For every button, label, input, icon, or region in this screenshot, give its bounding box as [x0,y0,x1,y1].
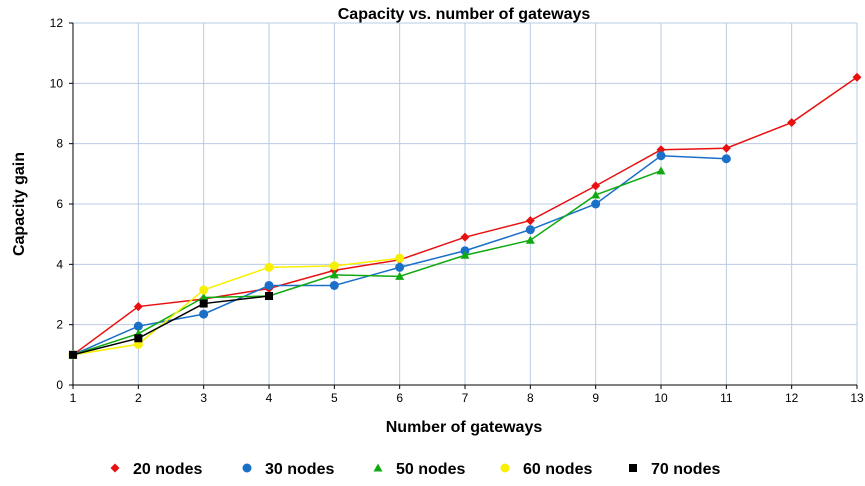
x-axis-ticks: 1 2 3 4 5 6 7 8 9 10 11 12 13 [70,385,864,405]
data-point [265,292,273,301]
data-point [329,261,339,271]
data-point [721,154,731,164]
y-axis-ticks: 0 2 4 6 8 10 12 [50,16,73,392]
series-line-70-nodes [72,295,270,356]
data-point [721,143,731,153]
data-point [591,199,601,209]
legend-marker [110,463,120,473]
legend-marker [373,463,383,472]
x-tick-label: 6 [396,391,403,405]
data-point [460,232,470,242]
data-point [199,299,208,308]
x-tick-label: 9 [592,391,599,405]
data-point [656,166,666,175]
y-tick-label: 4 [56,257,63,271]
grid [73,22,858,385]
data-point [460,246,470,256]
chart-title: Capacity vs. number of gateways [338,6,591,23]
legend-item-70-nodes: 70 nodes [629,461,720,478]
data-point [591,181,601,191]
series-70-nodes [69,292,273,359]
series-layer [68,72,862,360]
x-tick-label: 10 [654,391,668,405]
data-point [264,280,274,290]
legend-label: 50 nodes [396,461,465,478]
legend-label: 30 nodes [265,461,334,478]
legend-item-50-nodes: 50 nodes [373,461,465,478]
series-line-50-nodes [72,170,662,356]
data-point [395,253,405,263]
legend-label: 20 nodes [133,461,202,478]
data-point [329,280,339,290]
y-tick-label: 12 [50,16,64,30]
data-point [852,72,862,82]
data-point [395,271,405,280]
x-tick-label: 5 [331,391,338,405]
x-tick-label: 11 [720,391,733,405]
data-point [525,216,535,226]
data-point [199,285,209,295]
legend-marker [242,463,252,473]
data-point [134,334,143,343]
data-point [133,302,143,312]
legend-item-20-nodes: 20 nodes [110,461,202,478]
y-axis-title: Capacity gain [11,152,28,256]
legend-item-30-nodes: 30 nodes [242,461,334,478]
data-point [395,262,405,272]
data-point [525,225,535,235]
data-point [656,151,666,161]
data-point [329,270,339,279]
data-point [199,309,209,319]
data-point [133,321,143,331]
y-tick-label: 6 [56,197,63,211]
data-point [787,118,797,128]
legend-marker [500,463,510,473]
y-tick-label: 2 [56,318,63,332]
legend-marker [629,464,637,472]
x-tick-label: 12 [785,391,799,405]
x-tick-label: 2 [135,391,142,405]
y-tick-label: 0 [56,378,63,392]
x-tick-label: 7 [462,391,469,405]
y-tick-label: 10 [50,76,64,90]
x-tick-label: 4 [266,391,273,405]
x-tick-label: 3 [200,391,207,405]
data-point [460,250,470,259]
series-line-60-nodes [72,257,400,356]
data-point [591,190,601,199]
data-point [264,262,274,272]
data-point [525,235,535,244]
data-point [69,350,77,359]
legend-label: 70 nodes [651,461,720,478]
legend: 20 nodes 30 nodes 50 nodes 60 nodes 70 nodes [110,461,720,478]
x-tick-label: 13 [850,391,864,405]
x-tick-label: 1 [70,391,77,405]
legend-item-60-nodes: 60 nodes [500,461,592,478]
y-tick-label: 8 [56,137,63,151]
x-tick-label: 8 [527,391,534,405]
x-axis-title: Number of gateways [386,419,543,436]
legend-label: 60 nodes [523,461,592,478]
data-point [199,293,209,302]
